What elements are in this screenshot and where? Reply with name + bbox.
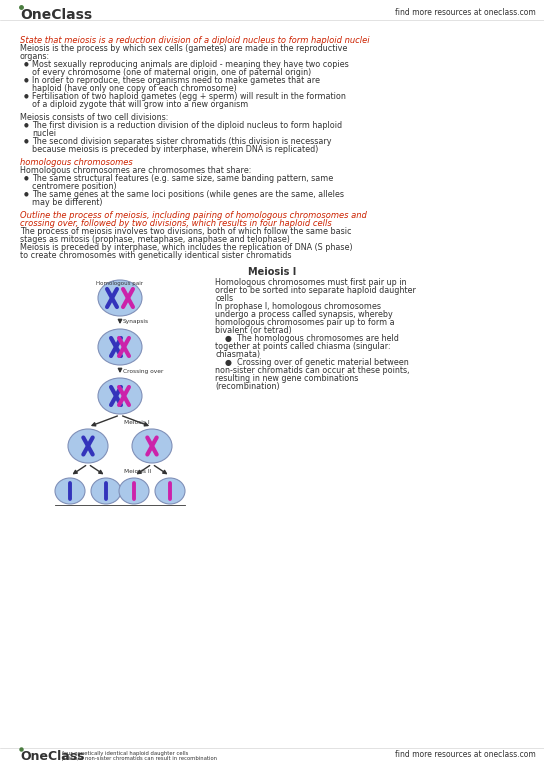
Text: non-sister chromatids can occur at these points,: non-sister chromatids can occur at these… xyxy=(215,366,410,375)
Text: ●: ● xyxy=(24,93,29,99)
Text: ●: ● xyxy=(24,78,29,82)
Ellipse shape xyxy=(98,280,142,316)
Text: Homologous chromosomes must first pair up in: Homologous chromosomes must first pair u… xyxy=(215,278,406,287)
Ellipse shape xyxy=(55,478,85,504)
Text: Homologous chromosomes are chromosomes that share:: Homologous chromosomes are chromosomes t… xyxy=(20,166,251,175)
Text: together at points called chiasma (singular:: together at points called chiasma (singu… xyxy=(215,342,391,351)
Text: State that meiosis is a reduction division of a diploid nucleus to form haploid : State that meiosis is a reduction divisi… xyxy=(20,36,369,45)
Text: Meiosis is the process by which sex cells (gametes) are made in the reproductive: Meiosis is the process by which sex cell… xyxy=(20,44,348,53)
Text: Homologous pair: Homologous pair xyxy=(96,281,144,286)
Text: The process of meiosis involves two divisions, both of which follow the same bas: The process of meiosis involves two divi… xyxy=(20,227,351,236)
Text: Meiosis I: Meiosis I xyxy=(124,420,150,425)
Text: Meiosis II: Meiosis II xyxy=(124,469,151,474)
Text: OneClass: OneClass xyxy=(20,750,84,763)
Text: The first division is a reduction division of the diploid nucleus to form haploi: The first division is a reduction divisi… xyxy=(32,121,342,130)
Text: Fertilisation of two haploid gametes (egg + sperm) will result in the formation: Fertilisation of two haploid gametes (eg… xyxy=(32,92,346,101)
Text: In prophase I, homologous chromosomes: In prophase I, homologous chromosomes xyxy=(215,302,381,311)
Text: order to be sorted into separate haploid daughter: order to be sorted into separate haploid… xyxy=(215,286,416,295)
Text: because meiosis is preceded by interphase, wherein DNA is replicated): because meiosis is preceded by interphas… xyxy=(32,145,318,154)
Ellipse shape xyxy=(68,429,108,463)
Text: The same genes at the same loci positions (while genes are the same, alleles: The same genes at the same loci position… xyxy=(32,190,344,199)
Text: The second division separates sister chromatids (this division is necessary: The second division separates sister chr… xyxy=(32,137,331,146)
Text: to create chromosomes with genetically identical sister chromatids: to create chromosomes with genetically i… xyxy=(20,251,292,260)
Text: ●: ● xyxy=(24,176,29,180)
Text: bivalent (or tetrad): bivalent (or tetrad) xyxy=(215,326,292,335)
Text: haploid (have only one copy of each chromosome): haploid (have only one copy of each chro… xyxy=(32,84,237,93)
Text: stages as mitosis (prophase, metaphase, anaphase and telophase): stages as mitosis (prophase, metaphase, … xyxy=(20,235,290,244)
Text: cells: cells xyxy=(215,294,233,303)
Text: (recombination): (recombination) xyxy=(215,382,280,391)
Text: Crossing over: Crossing over xyxy=(123,369,163,373)
Text: find more resources at oneclass.com: find more resources at oneclass.com xyxy=(395,750,536,759)
Text: The same structural features (e.g. same size, same banding pattern, same: The same structural features (e.g. same … xyxy=(32,174,333,183)
Text: pair b/w non-sister chromatids can result in recombination: pair b/w non-sister chromatids can resul… xyxy=(62,756,217,761)
Text: chiasmata): chiasmata) xyxy=(215,350,260,359)
Text: of every chromosome (one of maternal origin, one of paternal origin): of every chromosome (one of maternal ori… xyxy=(32,68,311,77)
Text: Synapsis: Synapsis xyxy=(123,320,149,324)
Text: crossing over, followed by two divisions, which results in four haploid cells: crossing over, followed by two divisions… xyxy=(20,219,332,228)
Text: may be different): may be different) xyxy=(32,198,102,207)
Text: undergo a process called synapsis, whereby: undergo a process called synapsis, where… xyxy=(215,310,393,319)
Text: Meiosis consists of two cell divisions:: Meiosis consists of two cell divisions: xyxy=(20,113,169,122)
Text: Meiosis is preceded by interphase, which includes the replication of DNA (S phas: Meiosis is preceded by interphase, which… xyxy=(20,243,353,252)
Text: four genetically identical haploid daughter cells: four genetically identical haploid daugh… xyxy=(62,751,188,756)
Text: homologous chromosomes: homologous chromosomes xyxy=(20,158,133,167)
Text: OneClass: OneClass xyxy=(20,8,92,22)
Text: ●: ● xyxy=(24,192,29,196)
Text: In order to reproduce, these organisms need to make gametes that are: In order to reproduce, these organisms n… xyxy=(32,76,320,85)
Text: ●  Crossing over of genetic material between: ● Crossing over of genetic material betw… xyxy=(215,358,409,367)
Ellipse shape xyxy=(155,478,185,504)
Text: ●  The homologous chromosomes are held: ● The homologous chromosomes are held xyxy=(215,334,399,343)
Text: centromere position): centromere position) xyxy=(32,182,116,191)
Text: resulting in new gene combinations: resulting in new gene combinations xyxy=(215,374,358,383)
Text: Meiosis I: Meiosis I xyxy=(248,267,296,277)
Ellipse shape xyxy=(119,478,149,504)
Text: ●: ● xyxy=(24,122,29,128)
Text: of a diploid zygote that will grow into a new organism: of a diploid zygote that will grow into … xyxy=(32,100,248,109)
Text: organs:: organs: xyxy=(20,52,50,61)
Text: ●: ● xyxy=(24,62,29,66)
Text: find more resources at oneclass.com: find more resources at oneclass.com xyxy=(395,8,536,17)
Ellipse shape xyxy=(132,429,172,463)
Ellipse shape xyxy=(98,329,142,365)
Ellipse shape xyxy=(98,378,142,414)
Text: nuclei: nuclei xyxy=(32,129,56,138)
Text: Most sexually reproducing animals are diploid - meaning they have two copies: Most sexually reproducing animals are di… xyxy=(32,60,349,69)
Text: ●: ● xyxy=(24,139,29,143)
Text: homologous chromosomes pair up to form a: homologous chromosomes pair up to form a xyxy=(215,318,394,327)
Text: Outline the process of meiosis, including pairing of homologous chromosomes and: Outline the process of meiosis, includin… xyxy=(20,211,367,220)
Ellipse shape xyxy=(91,478,121,504)
